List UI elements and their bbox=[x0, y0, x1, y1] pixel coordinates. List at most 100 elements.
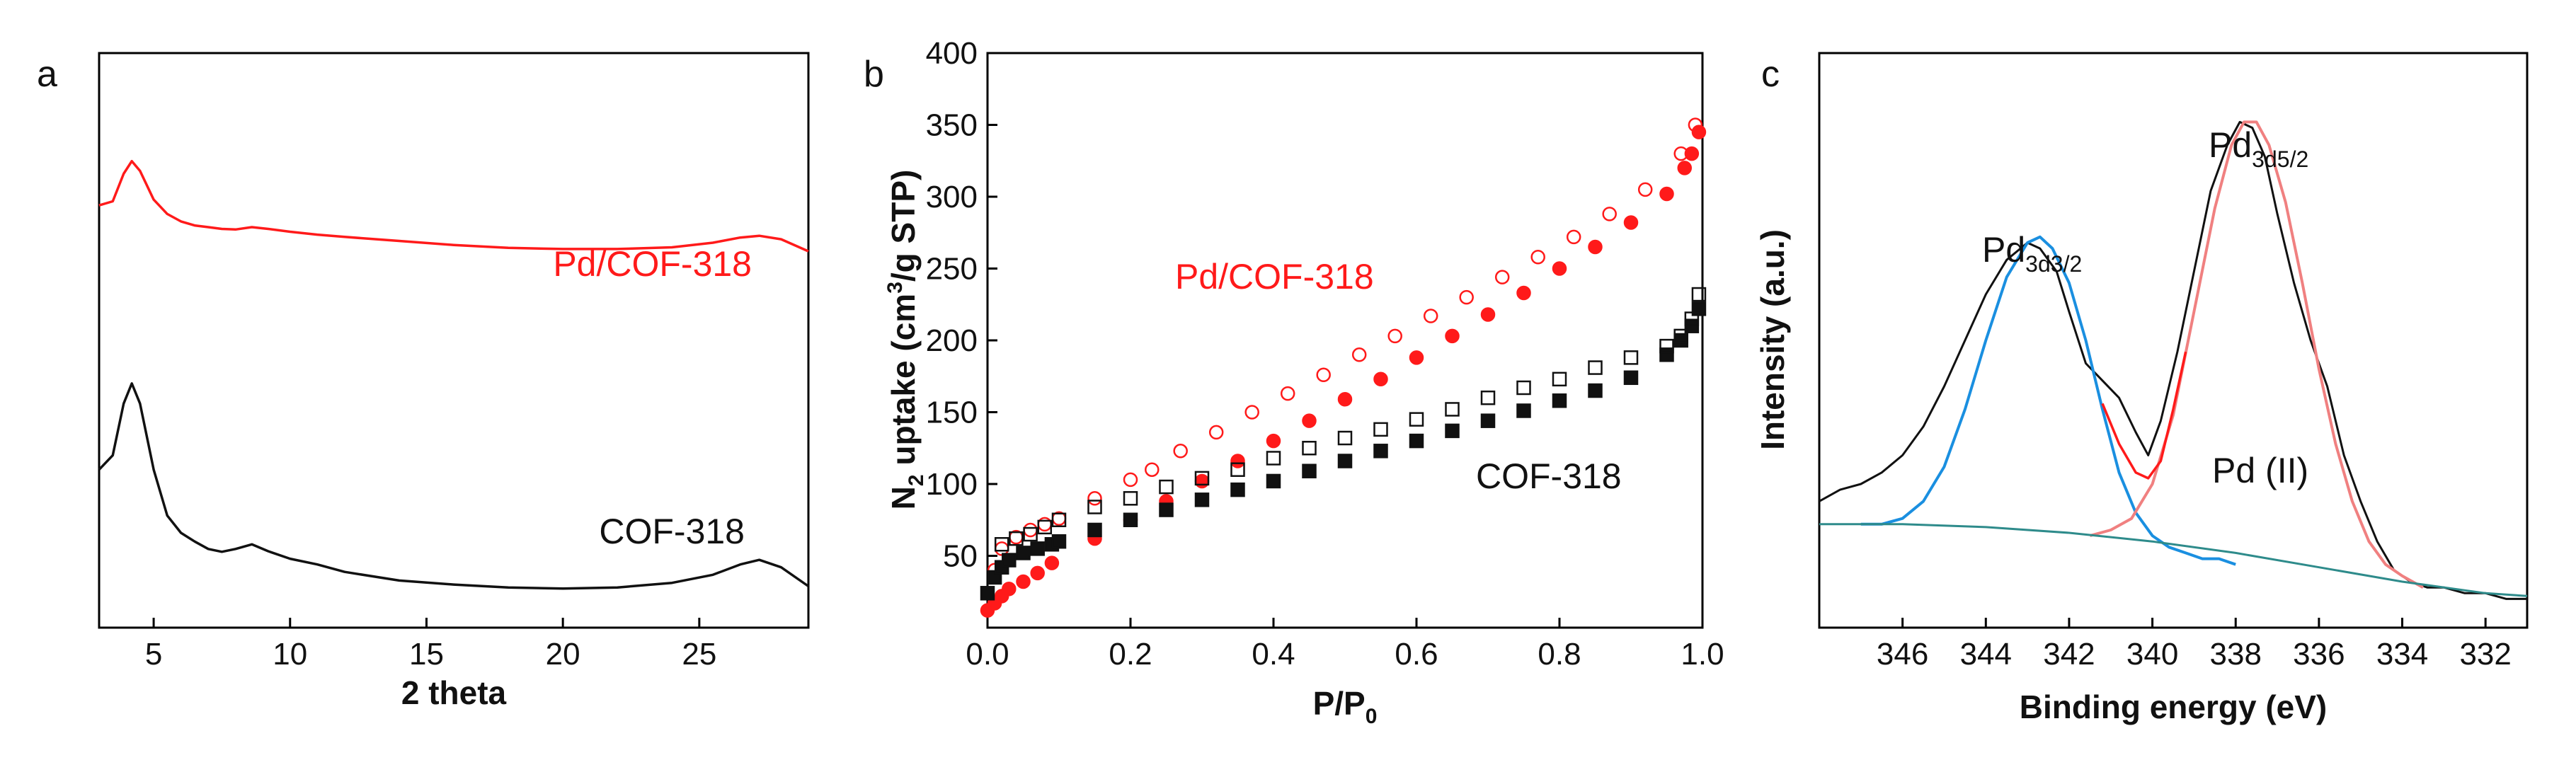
panel-b-point-cof-318-desorption bbox=[1194, 471, 1210, 486]
panel-b-point-cof-318-desorption bbox=[1123, 491, 1138, 506]
panel-b-point-pd-cof-318-adsorption bbox=[1230, 454, 1245, 468]
panel-b-point-cof-318-desorption bbox=[1623, 350, 1639, 365]
panel-b-point-pd-cof-318-desorption bbox=[1023, 522, 1038, 538]
panel-b-point-cof-318-adsorption bbox=[1051, 534, 1067, 549]
panel-b-point-cof-318-desorption bbox=[1230, 462, 1245, 477]
panel-c-x-tick-label: 342 bbox=[2043, 637, 2095, 672]
panel-letter-c: c bbox=[1761, 54, 1780, 95]
panel-b-point-pd-cof-318-desorption bbox=[1423, 309, 1438, 323]
panel-b-y-label-mid: uptake (cm bbox=[885, 294, 922, 475]
panel-b-point-cof-318-adsorption bbox=[1623, 370, 1639, 386]
panel-c-x-axis: 346 344 342 340 338 336 334 332 bbox=[1877, 618, 2512, 672]
panel-a-plot-frame bbox=[98, 52, 810, 629]
panel-a-x-tick-label: 5 bbox=[145, 637, 162, 672]
panel-b-point-cof-318-adsorption bbox=[1266, 473, 1281, 489]
panel-b-y-tick-label: 300 bbox=[926, 180, 978, 214]
panel-b-point-cof-318-desorption bbox=[1373, 422, 1388, 437]
panel-b-point-pd-cof-318-desorption bbox=[1566, 229, 1581, 245]
panel-b-x-tick-label: 0.2 bbox=[1109, 637, 1152, 672]
panel-c-x-tick-label: 332 bbox=[2459, 637, 2511, 672]
panel-b-point-pd-cof-318-adsorption bbox=[1409, 350, 1424, 365]
panel-b-point-cof-318-adsorption bbox=[1230, 482, 1245, 497]
panel-b-point-pd-cof-318-adsorption bbox=[1659, 186, 1674, 202]
panel-b-point-cof-318-desorption bbox=[1684, 311, 1700, 326]
panel-a-x-axis-label: 2 theta bbox=[401, 674, 507, 711]
panel-c-line-sum-envelope bbox=[2101, 351, 2187, 480]
panel-c-y-axis-label: Intensity (a.u.) bbox=[1754, 229, 1791, 450]
panel-a-line-pd-cof-318 bbox=[98, 159, 809, 253]
panel-a-x-axis: 5 10 15 20 25 bbox=[145, 618, 716, 672]
panel-b-point-cof-318-adsorption bbox=[1673, 333, 1688, 348]
panel-c-series bbox=[1819, 120, 2528, 600]
panel-b-point-pd-cof-318-desorption bbox=[1280, 386, 1295, 401]
panel-b-point-cof-318-adsorption bbox=[1087, 522, 1102, 538]
panel-b-point-pd-cof-318-desorption bbox=[1351, 347, 1367, 362]
panel-b-y-label-sub: 2 bbox=[905, 474, 928, 486]
panel-b-point-cof-318-desorption bbox=[1480, 390, 1496, 405]
panel-b-point-cof-318-adsorption bbox=[1030, 541, 1045, 556]
panel-b-point-pd-cof-318-adsorption bbox=[1194, 473, 1210, 489]
panel-a-x-tick-label: 10 bbox=[273, 637, 307, 672]
panel-c-line-background bbox=[1819, 523, 2528, 597]
panel-b-point-cof-318-desorption bbox=[1266, 451, 1281, 466]
panel-a-x-tick-label: 20 bbox=[546, 637, 580, 672]
panel-b-point-pd-cof-318-adsorption bbox=[1691, 125, 1707, 139]
panel-b-point-cof-318-adsorption bbox=[1302, 463, 1317, 478]
panel-b-point-cof-318-adsorption bbox=[1002, 553, 1017, 568]
panel-c-line-raw-data bbox=[1819, 120, 2527, 600]
panel-b-point-pd-cof-318-adsorption bbox=[1266, 433, 1281, 449]
panel-b-point-cof-318-desorption bbox=[994, 537, 1009, 552]
panel-b-annotation-cof-318: COF-318 bbox=[1476, 456, 1622, 496]
panel-b-point-pd-cof-318-desorption bbox=[1494, 270, 1510, 284]
panel-b-point-pd-cof-318-desorption bbox=[1123, 472, 1138, 488]
panel-letter-b: b bbox=[864, 54, 884, 95]
panel-b-point-cof-318-desorption bbox=[1337, 430, 1353, 446]
panel-b-point-pd-cof-318-adsorption bbox=[1337, 391, 1353, 407]
panel-b-point-pd-cof-318-desorption bbox=[1387, 328, 1402, 344]
panel-b-x-tick-label: 1.0 bbox=[1681, 637, 1724, 672]
panel-b-point-pd-cof-318-desorption bbox=[1208, 425, 1224, 440]
panel-b-point-pd-cof-318-desorption bbox=[1173, 444, 1188, 459]
panel-c-peak2-sub: 3d5/2 bbox=[2252, 146, 2308, 172]
panel-b-point-pd-cof-318-desorption bbox=[1530, 250, 1545, 265]
panel-b-point-pd-cof-318-adsorption bbox=[1623, 215, 1639, 230]
panel-b-point-cof-318-adsorption bbox=[1588, 383, 1603, 398]
panel-b-point-cof-318-desorption bbox=[1691, 287, 1707, 302]
panel-b-point-cof-318-adsorption bbox=[1194, 492, 1210, 507]
panel-c-annotation-pd-3d5-2: Pd3d5/2 bbox=[2209, 125, 2308, 172]
panel-b-point-cof-318-desorption bbox=[1588, 360, 1603, 375]
panel-b-point-cof-318-desorption bbox=[1659, 338, 1674, 354]
panel-b-point-pd-cof-318-adsorption bbox=[1044, 555, 1060, 570]
panel-b-point-pd-cof-318-adsorption bbox=[1002, 581, 1017, 597]
panel-b-y-tick-label: 350 bbox=[926, 108, 978, 143]
panel-b-y-tick-label: 200 bbox=[926, 323, 978, 358]
panel-b-point-cof-318-adsorption bbox=[1659, 347, 1674, 362]
panel-c-x-tick-label: 344 bbox=[1960, 637, 2012, 672]
panel-b-point-cof-318-adsorption bbox=[1480, 413, 1496, 428]
panel-a-annotation-pd-cof-318: Pd/COF-318 bbox=[553, 244, 752, 284]
panel-b-x-tick-label: 0.8 bbox=[1538, 637, 1581, 672]
panel-a-x-tick-label: 25 bbox=[682, 637, 716, 672]
panel-b-x-tick-label: 0.6 bbox=[1395, 637, 1438, 672]
panel-b-point-pd-cof-318-adsorption bbox=[1016, 574, 1031, 589]
panel-b-point-cof-318-desorption bbox=[1023, 526, 1038, 542]
panel-b-isotherm-chart: b 0.0 0.2 0.4 0.6 0.8 1.0 50 100 150 200 250 300 350… bbox=[864, 36, 1724, 728]
panel-b-point-cof-318-desorption bbox=[1516, 380, 1531, 396]
panel-a-x-tick-label: 15 bbox=[409, 637, 444, 672]
panel-b-x-tick-label: 0.4 bbox=[1252, 637, 1295, 672]
panel-b-series bbox=[980, 117, 1707, 618]
panel-a-series bbox=[98, 159, 809, 590]
panel-letter-a: a bbox=[37, 54, 57, 95]
panel-b-point-cof-318-desorption bbox=[1009, 531, 1024, 546]
panel-b-point-pd-cof-318-desorption bbox=[1145, 462, 1160, 477]
panel-b-point-pd-cof-318-desorption bbox=[1244, 405, 1259, 420]
panel-b-point-cof-318-adsorption bbox=[1337, 454, 1353, 468]
panel-c-annotation-pd-3d3-2: Pd3d3/2 bbox=[1982, 230, 2082, 277]
panel-b-point-cof-318-desorption bbox=[1159, 479, 1174, 495]
panel-b-point-cof-318-desorption bbox=[1302, 441, 1317, 456]
panel-b-point-pd-cof-318-desorption bbox=[1087, 491, 1102, 506]
panel-b-point-cof-318-adsorption bbox=[1159, 502, 1174, 517]
panel-c-plot-frame bbox=[1818, 52, 2529, 629]
panel-b-point-cof-318-adsorption bbox=[1445, 423, 1460, 439]
